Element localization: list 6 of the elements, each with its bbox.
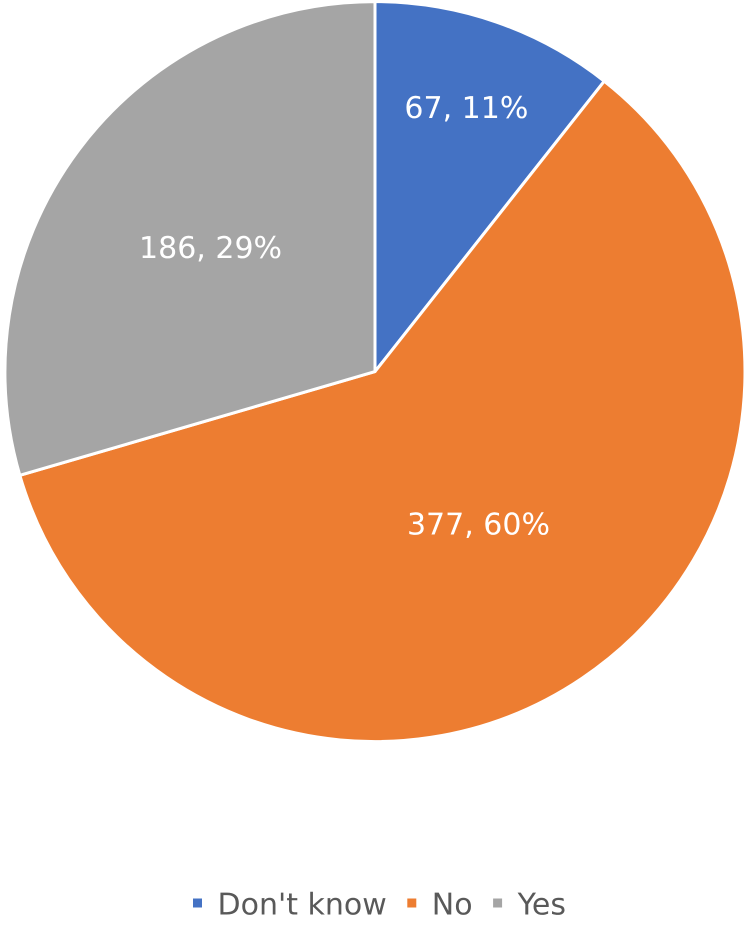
- legend-label: Don't know: [218, 888, 387, 923]
- data-label: 377, 60%: [406, 507, 550, 542]
- legend-label: No: [432, 888, 473, 923]
- legend-label: Yes: [516, 888, 566, 923]
- data-label: 186, 29%: [139, 230, 282, 266]
- data-label: 67, 11%: [404, 90, 528, 126]
